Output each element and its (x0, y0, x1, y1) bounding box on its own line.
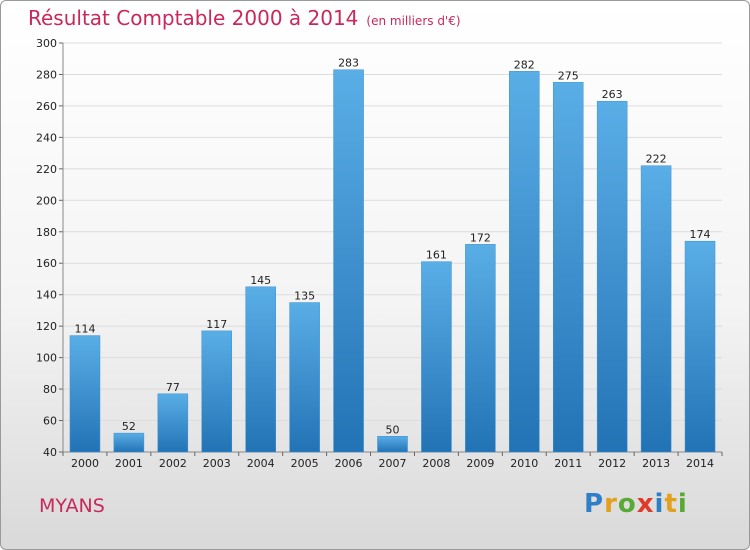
y-tick-label: 200 (36, 194, 57, 207)
bar (333, 69, 364, 453)
bar (684, 240, 716, 453)
logo-letter: t (664, 489, 678, 519)
x-tick-label: 2007 (379, 457, 407, 470)
bar (377, 436, 408, 453)
logo-letter: i (654, 489, 665, 519)
logo-letter: P (584, 489, 605, 519)
bar (640, 165, 672, 453)
y-tick-label: 100 (36, 352, 57, 365)
x-tick-label: 2001 (115, 457, 143, 470)
x-tick-label: 2013 (642, 457, 670, 470)
logo-letter: o (617, 489, 637, 519)
data-label: 77 (166, 381, 180, 394)
x-tick-label: 2014 (686, 457, 714, 470)
x-tick-label: 2002 (159, 457, 187, 470)
data-label: 275 (558, 69, 579, 82)
chart-title: Résultat Comptable 2000 à 2014 (en millie… (28, 6, 461, 30)
y-tick-label: 180 (36, 226, 57, 239)
y-tick-label: 220 (36, 163, 57, 176)
x-tick-label: 2010 (510, 457, 538, 470)
x-tick-label: 2006 (335, 457, 363, 470)
y-tick-label: 240 (36, 131, 57, 144)
data-label: 50 (386, 423, 400, 436)
x-tick-label: 2000 (71, 457, 99, 470)
logo-letter: r (604, 489, 618, 519)
bar (113, 432, 145, 453)
y-tick-label: 140 (36, 289, 57, 302)
y-tick-label: 300 (36, 37, 57, 50)
x-tick-label: 2012 (598, 457, 626, 470)
y-tick-label: 60 (43, 415, 57, 428)
data-label: 117 (206, 318, 227, 331)
bar (421, 261, 452, 453)
data-label: 145 (250, 274, 271, 287)
data-label: 52 (122, 420, 136, 433)
y-tick-label: 280 (36, 68, 57, 81)
x-tick-label: 2008 (422, 457, 450, 470)
y-tick-label: 80 (43, 383, 57, 396)
x-tick-label: 2003 (203, 457, 231, 470)
x-tick-label: 2011 (554, 457, 582, 470)
proxiti-logo: Proxiti (584, 489, 688, 519)
data-label: 114 (74, 323, 95, 336)
y-tick-label: 40 (43, 446, 57, 459)
y-tick-label: 160 (36, 257, 57, 270)
bar (509, 71, 540, 453)
data-label: 283 (338, 57, 359, 70)
bar (69, 335, 101, 453)
bar (289, 302, 320, 453)
data-label: 161 (426, 249, 447, 262)
chart-subtitle: (en milliers d'€) (366, 14, 461, 28)
data-label: 135 (294, 290, 315, 303)
bar (552, 82, 584, 453)
bar (465, 244, 496, 453)
data-label: 174 (690, 228, 711, 241)
logo-letter: x (636, 489, 655, 519)
bar (201, 330, 233, 453)
logo-letter: i (677, 489, 688, 519)
data-label: 282 (514, 58, 535, 71)
x-tick-label: 2004 (247, 457, 275, 470)
x-tick-label: 2009 (466, 457, 494, 470)
data-label: 222 (646, 153, 667, 166)
bar (245, 286, 276, 453)
x-tick-label: 2005 (291, 457, 319, 470)
y-tick-label: 120 (36, 320, 57, 333)
data-label: 263 (602, 88, 623, 101)
data-label: 172 (470, 231, 491, 244)
bar (157, 393, 189, 453)
chart-title-text: Résultat Comptable 2000 à 2014 (28, 6, 359, 30)
bar (596, 100, 628, 453)
commune-name: MYANS (39, 495, 105, 517)
y-tick-label: 260 (36, 100, 57, 113)
